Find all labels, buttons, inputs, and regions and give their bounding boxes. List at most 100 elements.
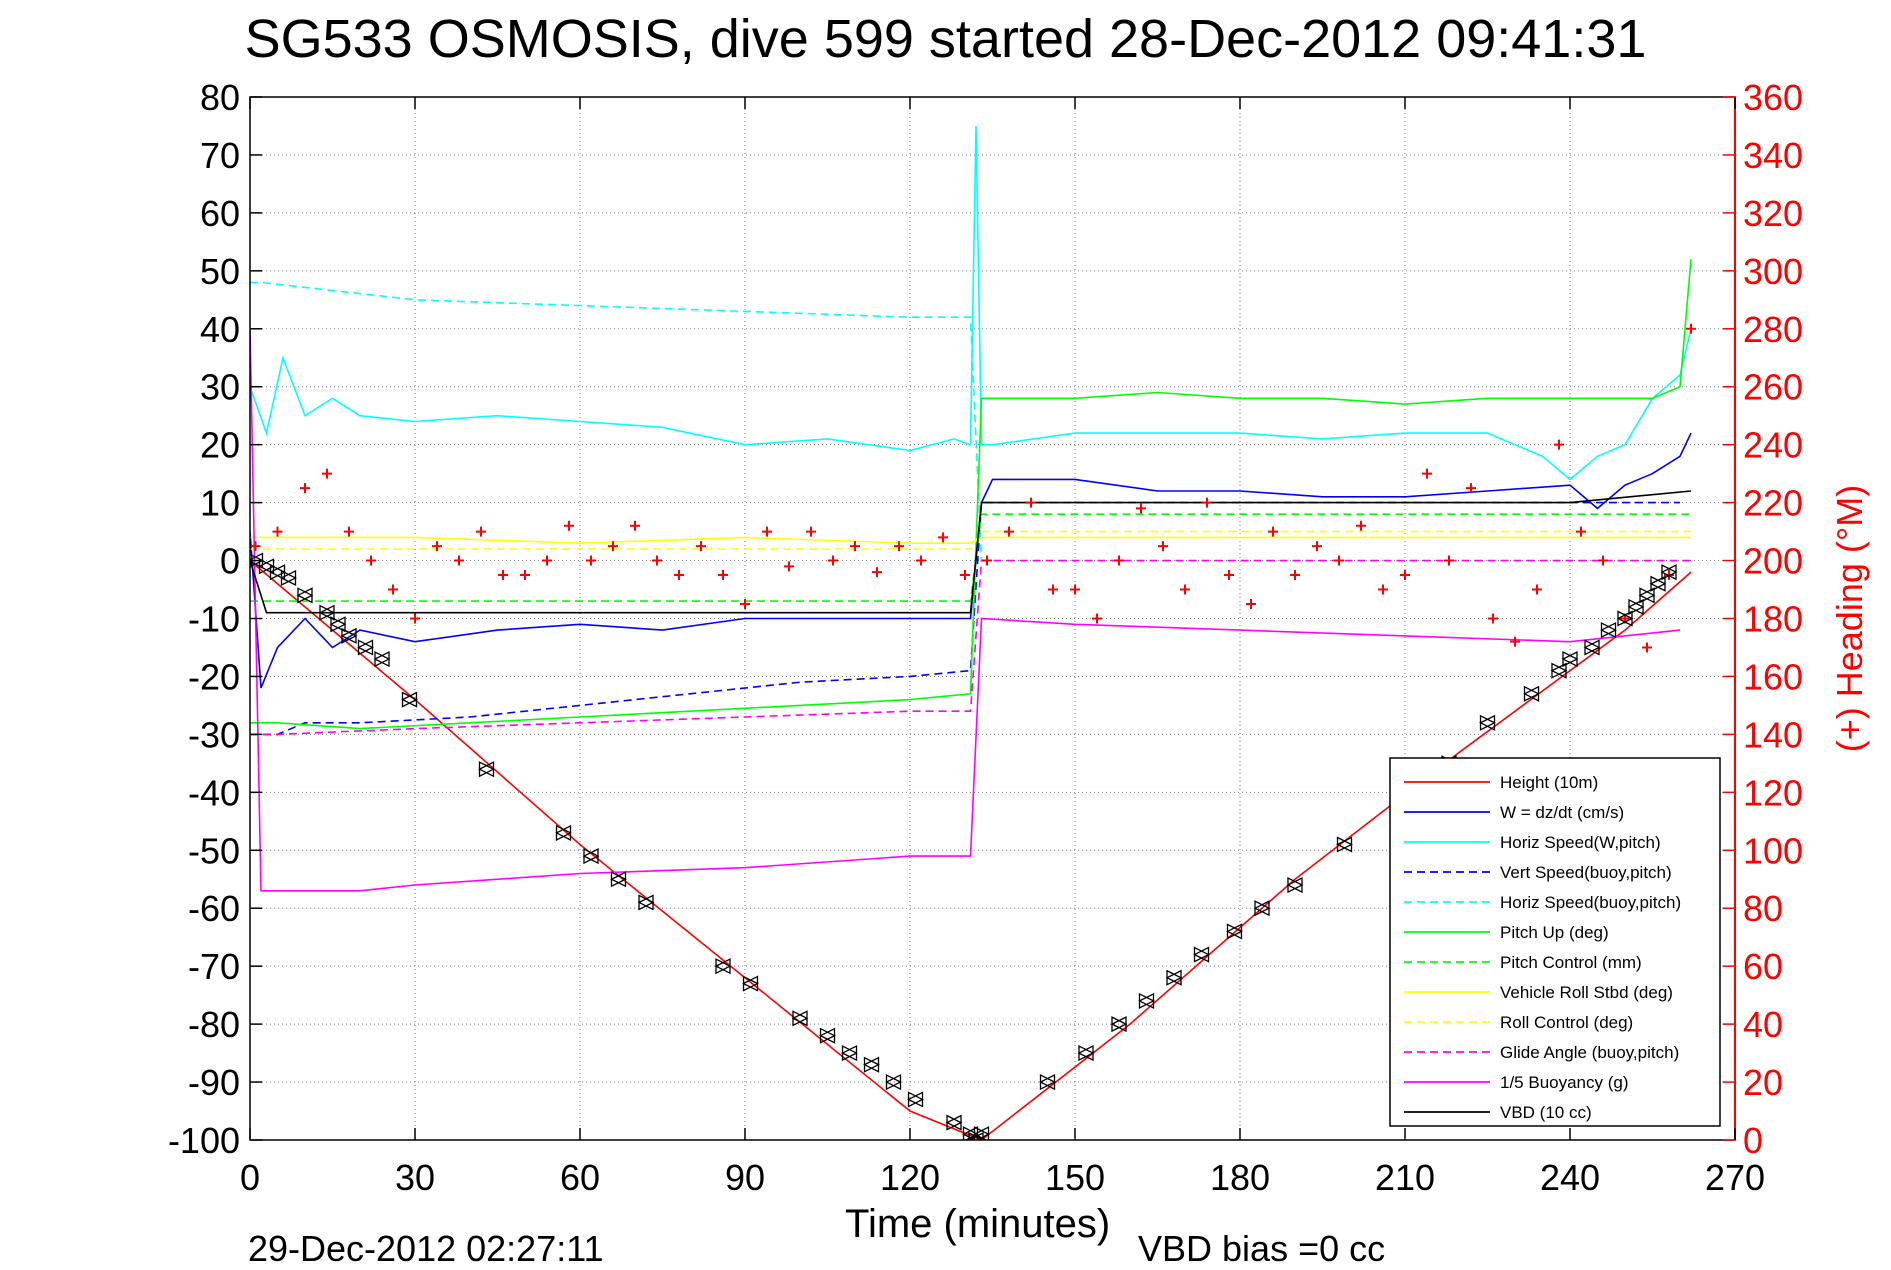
heading-point	[454, 555, 464, 566]
heading-point	[784, 561, 794, 572]
depth-marker	[885, 1074, 902, 1091]
depth-marker	[1110, 1016, 1128, 1033]
y-tick-label: -50	[188, 830, 240, 871]
depth-marker	[318, 604, 336, 621]
heading-point	[718, 570, 728, 581]
depth-marker	[1336, 836, 1353, 853]
depth-marker	[340, 627, 358, 644]
heading-point	[960, 570, 970, 581]
heading-point	[1444, 555, 1454, 566]
y2-tick-label: 280	[1743, 309, 1803, 350]
x-tick-label: 210	[1375, 1157, 1435, 1198]
y2-tick-label: 340	[1743, 135, 1803, 176]
depth-marker	[1561, 651, 1579, 668]
depth-marker	[967, 1131, 985, 1140]
legend: Height (10m) W = dz/dt (cm/s) Horiz Speed(…	[1389, 757, 1721, 1127]
depth-marker	[1193, 946, 1210, 963]
legend-entry-label: Pitch Control (mm)	[1500, 953, 1642, 972]
heading-point	[250, 541, 261, 552]
series-line-7	[250, 536, 1691, 545]
depth-marker	[1600, 622, 1617, 639]
y2-tick-label: 20	[1743, 1062, 1783, 1103]
legend-entry-label: Horiz Speed(buoy,pitch)	[1500, 893, 1681, 912]
series-line-6	[250, 513, 1691, 602]
heading-point	[388, 584, 398, 595]
vbd-bias-label: VBD bias =0 cc	[1138, 1228, 1386, 1269]
x-tick-label: 0	[240, 1157, 260, 1198]
heading-point	[1400, 570, 1410, 581]
y-tick-label: -60	[188, 888, 240, 929]
x-tick-label: 270	[1705, 1157, 1765, 1198]
depth-marker	[1479, 714, 1496, 731]
legend-box	[1389, 757, 1721, 1127]
depth-marker	[1226, 923, 1243, 940]
heading-point	[542, 555, 552, 566]
y-tick-label: -100	[168, 1120, 240, 1161]
heading-point	[982, 555, 992, 566]
depth-marker	[582, 848, 600, 865]
y-tick-label: -70	[188, 946, 240, 987]
heading-point	[1466, 483, 1476, 494]
y2-tick-label: 320	[1743, 193, 1803, 234]
chart-title: SG533 OSMOSIS, dive 599 started 28-Dec-2…	[244, 9, 1647, 69]
heading-point	[806, 526, 816, 537]
y2-tick-label: 120	[1743, 772, 1803, 813]
y2-tick-label: 360	[1743, 77, 1803, 118]
y-tick-label: -20	[188, 656, 240, 697]
depth-marker	[714, 958, 732, 975]
depth-marker	[1583, 639, 1601, 656]
y2-tick-label: 100	[1743, 830, 1803, 871]
heading-point	[1290, 570, 1300, 581]
heading-point	[1268, 526, 1278, 537]
depth-marker	[907, 1091, 924, 1108]
legend-entry-label: Horiz Speed(W,pitch)	[1500, 833, 1661, 852]
series-line-2	[250, 125, 1692, 481]
x-tick-label: 240	[1540, 1157, 1600, 1198]
depth-marker	[1165, 969, 1183, 986]
depth-marker	[329, 616, 347, 633]
legend-entry-label: Vehicle Roll Stbd (deg)	[1500, 983, 1673, 1002]
heading-point	[322, 468, 332, 479]
y2-axis-label: (+) Heading (°M)	[1829, 485, 1870, 752]
heading-point	[272, 526, 283, 537]
heading-point	[828, 555, 838, 566]
depth-marker	[373, 651, 391, 668]
heading-point	[498, 570, 508, 581]
legend-entry-label: Glide Angle (buoy,pitch)	[1500, 1043, 1679, 1062]
y-tick-label: 30	[200, 367, 240, 408]
heading-point	[1224, 570, 1234, 581]
y-tick-label: 60	[200, 193, 240, 234]
heading-point	[1356, 520, 1366, 531]
depth-marker	[478, 761, 495, 778]
heading-point	[1070, 584, 1080, 595]
heading-point	[1488, 613, 1498, 624]
y-tick-label: 40	[200, 309, 240, 350]
heading-point	[1136, 503, 1146, 514]
series-line-8	[250, 530, 1691, 550]
depth-marker	[637, 894, 655, 911]
heading-point	[476, 526, 486, 537]
heading-point	[894, 541, 904, 552]
depth-marker	[1523, 685, 1540, 702]
y2-tick-label: 240	[1743, 425, 1803, 466]
heading-point	[1180, 584, 1190, 595]
depth-marker	[1286, 876, 1304, 894]
series-group	[250, 125, 1696, 1140]
heading-point	[1598, 555, 1608, 566]
heading-point	[1004, 526, 1014, 537]
heading-point	[300, 483, 310, 494]
y-tick-label: -90	[188, 1062, 240, 1103]
depth-marker	[973, 1126, 990, 1140]
heading-point	[1576, 526, 1586, 537]
heading-point	[432, 541, 442, 552]
x-tick-label: 90	[725, 1157, 765, 1198]
depth-marker	[1660, 564, 1678, 581]
heading-point	[344, 526, 354, 537]
heading-point	[366, 555, 376, 566]
legend-entry-label: Roll Control (deg)	[1500, 1013, 1633, 1032]
series-line-9	[250, 559, 1691, 736]
heading-point	[1092, 613, 1102, 624]
heading-point	[1048, 584, 1058, 595]
heading-point	[1686, 323, 1696, 334]
